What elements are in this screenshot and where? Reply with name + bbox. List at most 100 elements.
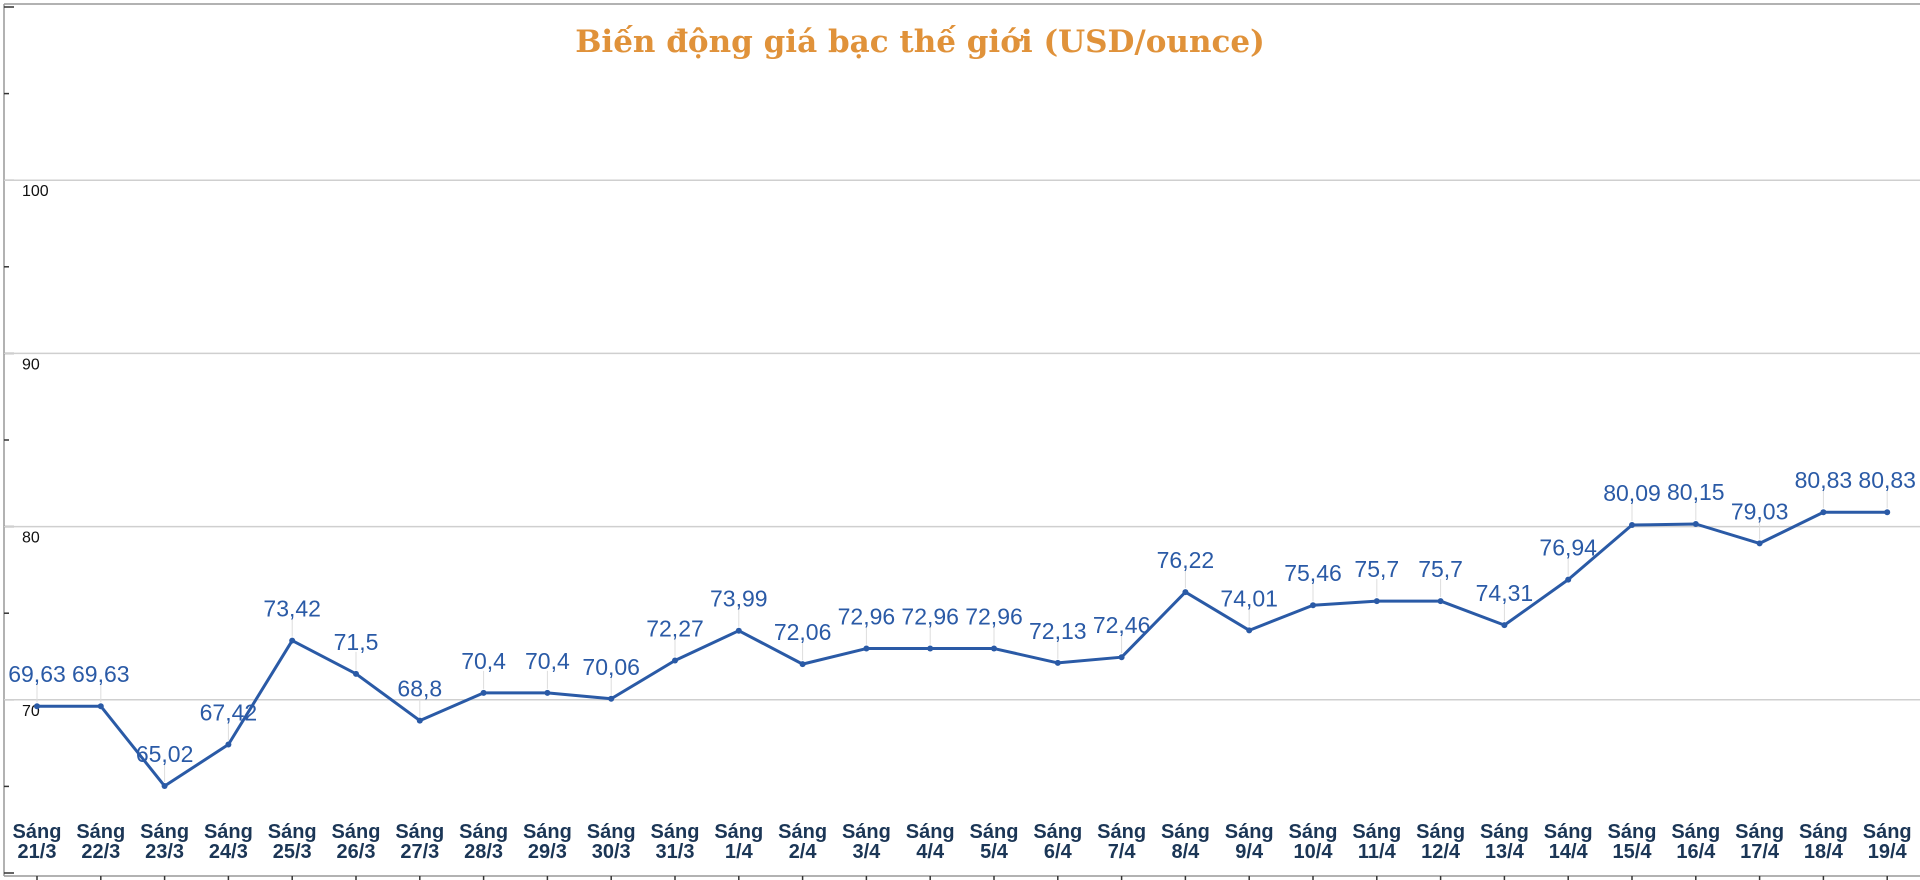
y-tick-label: 90 [22,356,40,373]
x-tick-label-line2: 5/4 [980,841,1009,863]
x-tick-label-line2: 2/4 [789,841,818,863]
data-label: 79,03 [1731,498,1789,524]
data-point [416,717,423,724]
data-point [480,689,487,696]
x-tick-label-line1: Sáng [1289,821,1338,843]
data-label: 76,94 [1539,535,1597,561]
x-tick-label-line1: Sáng [204,821,253,843]
x-tick-label-line1: Sáng [970,821,1019,843]
x-tick-label-line2: 26/3 [337,841,376,863]
x-tick-label-line2: 13/4 [1485,841,1525,863]
x-tick-label-line1: Sáng [587,821,636,843]
data-point [97,703,104,710]
data-point [1820,509,1827,516]
x-tick-label-line1: Sáng [459,821,508,843]
data-label: 73,42 [263,596,321,622]
x-tick-label-line2: 23/3 [145,841,184,863]
x-tick-label-line1: Sáng [76,821,125,843]
data-point [353,670,359,677]
data-label: 80,83 [1858,467,1916,493]
data-point [863,645,870,652]
data-point [672,657,678,664]
x-tick-label-line2: 4/4 [916,841,945,863]
data-point [1182,589,1189,596]
x-tick-label-line2: 8/4 [1171,841,1200,863]
x-tick-label-line1: Sáng [842,821,891,843]
data-point [34,703,40,710]
data-point [799,661,806,668]
x-tick-label-line1: Sáng [1416,821,1465,843]
x-tick-label-line1: Sáng [1352,821,1401,843]
x-tick-label-line2: 30/3 [592,841,631,863]
data-label: 70,06 [582,654,640,680]
data-point [1501,622,1508,629]
x-tick-label-line1: Sáng [778,821,827,843]
data-label: 74,01 [1220,585,1278,611]
data-point [225,741,232,748]
data-label: 72,06 [774,619,832,645]
series-line [37,510,1888,788]
data-label: 72,96 [838,604,896,630]
data-label: 72,27 [646,615,704,641]
data-point [1884,509,1891,516]
x-tick-label-line2: 31/3 [656,841,695,863]
data-label: 70,4 [525,648,570,674]
x-tick-label-line2: 22/3 [81,841,120,863]
data-point [608,695,615,702]
x-tick-label-line2: 6/4 [1044,841,1073,863]
data-point [1692,521,1699,528]
x-tick-label-line2: 24/3 [209,841,248,863]
data-label: 70,4 [461,648,506,674]
x-tick-label-line1: Sáng [1161,821,1210,843]
data-label: 76,22 [1157,547,1215,573]
data-label: 73,99 [710,586,768,612]
x-tick-label-line1: Sáng [140,821,189,843]
x-tick-label-line2: 28/3 [464,841,503,863]
data-label: 71,5 [334,629,379,655]
data-label: 80,09 [1603,480,1661,506]
x-tick-label-line1: Sáng [13,821,62,843]
data-point [1756,540,1763,547]
x-tick-label-line2: 25/3 [273,841,312,863]
x-tick-label-line2: 17/4 [1740,841,1780,863]
data-label: 68,8 [397,676,442,702]
x-tick-label-line2: 15/4 [1613,841,1653,863]
x-tick-label-line2: 10/4 [1294,841,1334,863]
data-point [161,783,168,790]
chart-title: Biến động giá bạc thế giới (USD/ounce) [575,23,1265,60]
x-tick-label-line2: 14/4 [1549,841,1589,863]
x-tick-label-line2: 16/4 [1676,841,1716,863]
y-tick-label: 100 [22,183,49,200]
data-point [1310,602,1316,609]
x-tick-label-line1: Sáng [395,821,444,843]
data-label: 69,63 [72,661,130,687]
x-tick-label-line1: Sáng [1608,821,1657,843]
data-label: 72,96 [901,604,959,630]
data-point [1629,522,1635,529]
x-tick-label-line1: Sáng [714,821,763,843]
x-tick-label-line2: 1/4 [725,841,754,863]
x-tick-label-line2: 19/4 [1868,841,1908,863]
data-point [1437,598,1444,605]
x-tick-label-line1: Sáng [1863,821,1912,843]
x-tick-label-line2: 12/4 [1421,841,1461,863]
data-label: 67,42 [200,699,258,725]
data-point [289,637,296,644]
x-tick-label-line2: 11/4 [1358,841,1397,863]
data-label: 72,96 [965,604,1023,630]
x-tick-label-line2: 9/4 [1235,841,1264,863]
x-tick-label-line1: Sáng [1097,821,1146,843]
x-tick-label-line1: Sáng [1799,821,1848,843]
y-tick-label: 80 [22,530,40,547]
x-tick-label-line2: 27/3 [400,841,439,863]
data-point [735,627,742,634]
data-point [1246,627,1253,634]
x-tick-label-line2: 18/4 [1804,841,1844,863]
data-label: 80,83 [1795,467,1853,493]
x-tick-label-line2: 7/4 [1108,841,1137,863]
data-point [544,689,551,696]
data-label: 75,7 [1354,556,1399,582]
data-label: 74,31 [1476,580,1534,606]
x-tick-label-line1: Sáng [1544,821,1593,843]
x-tick-label-line1: Sáng [1480,821,1529,843]
